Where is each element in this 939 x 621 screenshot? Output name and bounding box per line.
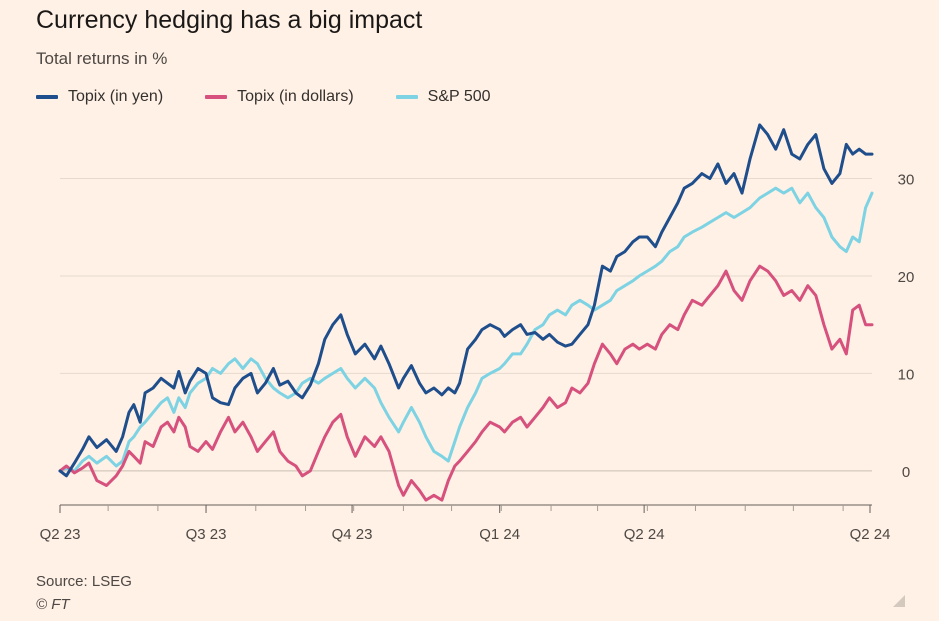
legend: Topix (in yen) Topix (in dollars) S&P 50… <box>36 88 533 106</box>
legend-swatch <box>36 95 58 99</box>
x-tick-label: Q3 23 <box>186 526 227 543</box>
legend-label: S&P 500 <box>427 88 491 105</box>
copyright-note: © FT <box>36 596 70 613</box>
y-tick-label: 30 <box>898 171 915 188</box>
legend-item-topix-dollars: Topix (in dollars) <box>205 88 354 106</box>
chart-subtitle: Total returns in % <box>36 49 168 68</box>
x-tick-label: Q2 23 <box>40 526 81 543</box>
legend-label: Topix (in yen) <box>68 88 164 105</box>
source-note: Source: LSEG <box>36 573 132 590</box>
series-line-topix-in-yen <box>58 123 874 478</box>
x-tick-label: Q2 24 <box>624 526 665 543</box>
series-line-s-p-500 <box>58 186 874 473</box>
y-tick-label: 0 <box>902 464 910 481</box>
legend-item-topix-yen: Topix (in yen) <box>36 88 163 106</box>
x-tick-label: Q1 24 <box>479 526 520 543</box>
legend-item-sp500: S&P 500 <box>395 88 491 106</box>
x-tick-label: Q4 23 <box>332 526 373 543</box>
series-line-topix-in-dollars <box>58 264 874 502</box>
legend-swatch <box>395 95 418 99</box>
x-tick-label: Q2 24 <box>850 526 891 543</box>
y-tick-label: 10 <box>898 366 915 383</box>
resize-corner-icon <box>893 595 905 607</box>
legend-label: Topix (in dollars) <box>237 88 354 105</box>
legend-swatch <box>205 95 228 99</box>
chart-title: Currency hedging has a big impact <box>36 6 423 34</box>
y-tick-label: 20 <box>898 269 915 286</box>
